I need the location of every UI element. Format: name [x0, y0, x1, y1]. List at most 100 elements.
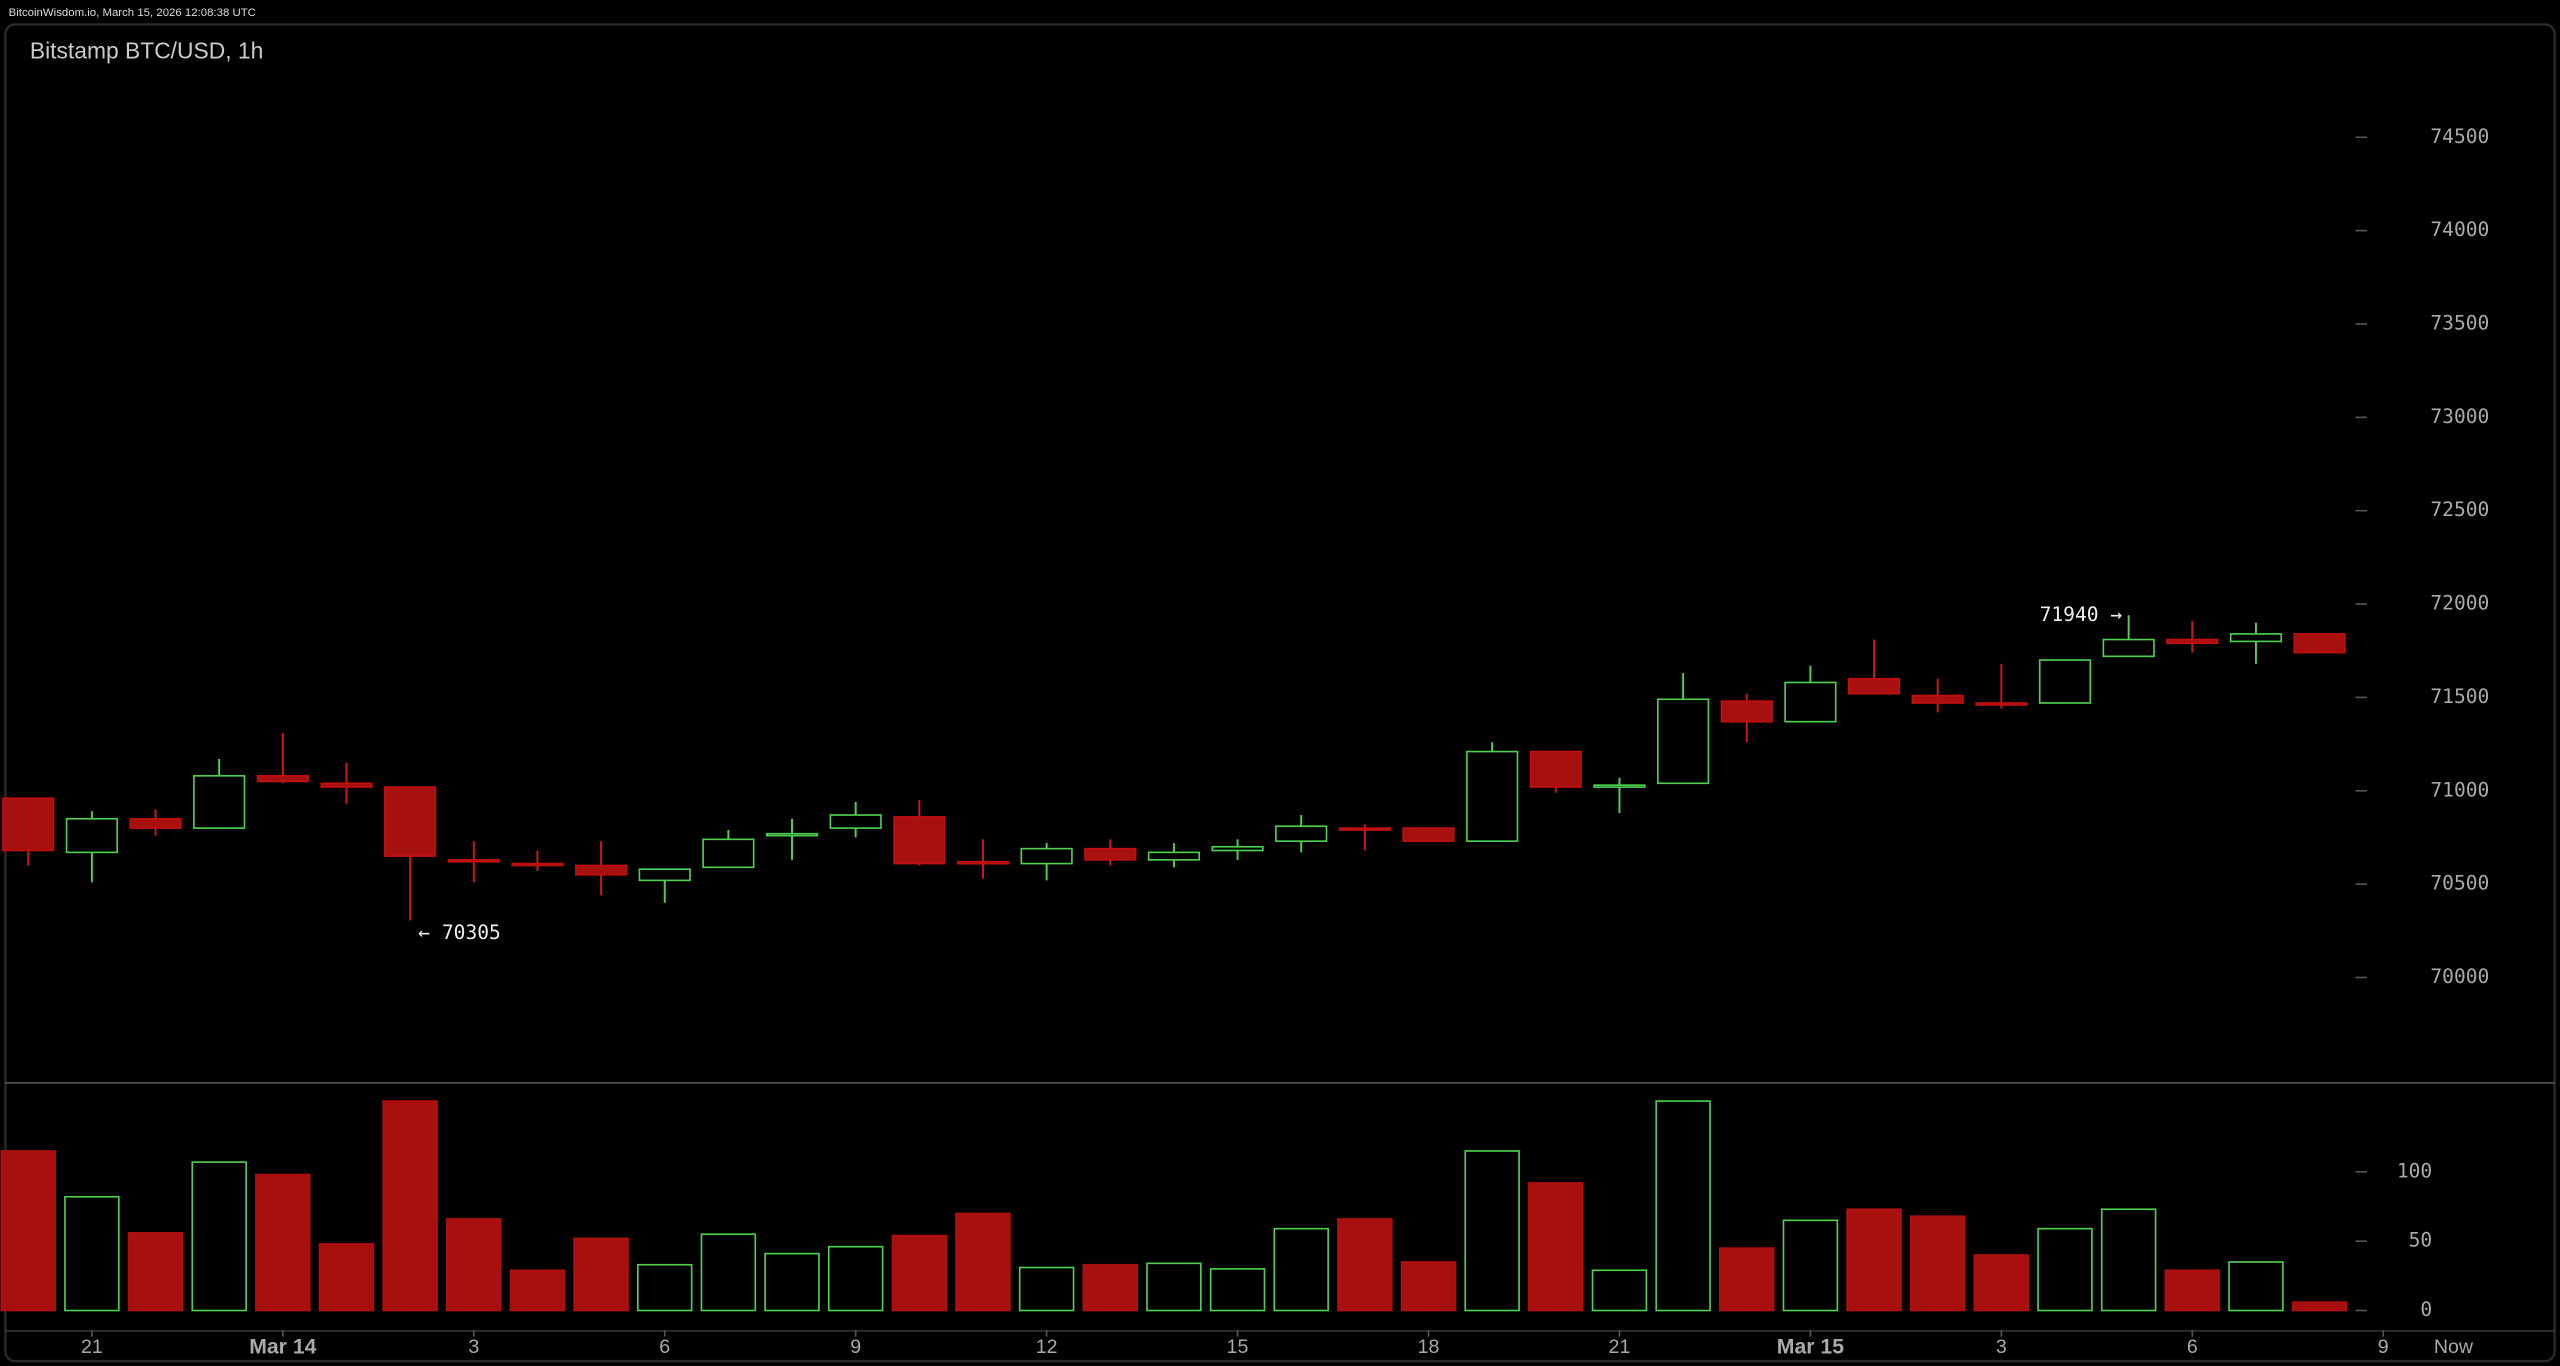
x-tick-label: 3 [1996, 1336, 2007, 1358]
header-text: BitcoinWisdom.io, March 15, 2026 12:08:3… [9, 7, 256, 19]
volume-bar [1973, 1254, 2030, 1312]
candle-body [2229, 633, 2283, 643]
volume-bar [636, 1263, 693, 1312]
x-tick-label: 21 [1609, 1336, 1631, 1358]
volume-bar [1082, 1263, 1139, 1312]
volume-bar [382, 1100, 438, 1312]
candle-body [893, 816, 946, 865]
candle-body [1084, 847, 1137, 861]
candle-body [1720, 700, 1773, 723]
candle-body [1911, 694, 1964, 704]
y-tick-label: 70500 [2430, 872, 2489, 895]
volume-bar [318, 1243, 375, 1312]
volume-bar [1909, 1215, 1966, 1312]
candle-body [447, 859, 500, 863]
y2-tick-label: 50 [2409, 1229, 2433, 1252]
candle-body [1147, 851, 1201, 861]
x-tick-label: Mar 14 [249, 1336, 316, 1359]
volume-bar [573, 1237, 629, 1312]
volume-bar [764, 1252, 820, 1312]
volume-bar [700, 1233, 757, 1312]
candle-body [1402, 827, 1455, 842]
volume-bar [1591, 1269, 1648, 1312]
candle-body [256, 775, 309, 783]
volume-bar [827, 1245, 884, 1312]
candle-body [2, 797, 55, 852]
volume-bar [2037, 1227, 2093, 1312]
candle-body [2038, 659, 2092, 704]
volume-bar [1273, 1227, 1329, 1312]
candle-body [1593, 784, 1646, 788]
candle-body [1211, 845, 1264, 852]
y-tick-label: 73000 [2430, 405, 2489, 428]
volume-bar [64, 1195, 120, 1312]
volume-bar [955, 1212, 1011, 1312]
x-tick-label: 9 [2378, 1336, 2389, 1358]
y-tick-label: 74000 [2430, 218, 2489, 241]
volume-bar [1782, 1219, 1839, 1312]
candle-body [2293, 633, 2346, 654]
volume-bar [191, 1161, 247, 1312]
frame [4, 23, 2556, 1363]
y2-tick-label: 0 [2420, 1298, 2432, 1321]
volume-bar [509, 1269, 566, 1312]
volume-bar [127, 1232, 184, 1312]
candle-body [511, 862, 564, 867]
x-tick-label: 6 [659, 1336, 670, 1358]
volume-bar [1655, 1100, 1711, 1312]
volume-bar [2100, 1208, 2157, 1312]
y-tick-label: 70000 [2430, 965, 2489, 988]
volume-bar [1146, 1262, 1202, 1312]
candle-body [574, 864, 628, 876]
x-tick-label: 18 [1418, 1336, 1440, 1358]
candle-body [65, 817, 119, 854]
volume-bar [1400, 1261, 1457, 1312]
x-tick-label: 21 [81, 1336, 103, 1358]
candle-body [1847, 677, 1901, 695]
x-tick-label: 3 [468, 1336, 479, 1358]
volume-bar [1719, 1247, 1775, 1312]
y-tick-label: 72000 [2430, 592, 2489, 615]
volume-bar [1528, 1182, 1584, 1312]
volume-bar [2164, 1269, 2221, 1312]
y-tick-label: 72500 [2430, 498, 2489, 521]
candle-body [829, 814, 882, 829]
volume-bar [446, 1218, 502, 1312]
volume-bar [891, 1234, 948, 1312]
volume-bar [1337, 1218, 1393, 1312]
volume-bar [2228, 1261, 2284, 1312]
y-tick-label: 71000 [2430, 778, 2489, 801]
candle-body [1975, 702, 2028, 706]
candle-body [1784, 681, 1837, 723]
candle-body [129, 817, 182, 829]
candle-body [956, 860, 1010, 865]
candle-body [2166, 638, 2219, 645]
y2-tick-label: 100 [2397, 1159, 2432, 1182]
volume-bar [1846, 1208, 1902, 1312]
volume-bar [1018, 1266, 1075, 1312]
candle-body [193, 775, 246, 829]
y-tick-label: 71500 [2430, 685, 2489, 708]
candle-body [1020, 847, 1073, 865]
volume-bar [2291, 1301, 2348, 1312]
candle-body [384, 786, 437, 857]
volume-bar [0, 1150, 56, 1312]
candle-body [2102, 638, 2155, 658]
candle-body [320, 782, 373, 788]
x-tick-label: 9 [850, 1336, 861, 1358]
candle-body [765, 832, 819, 837]
chart-title: Bitstamp BTC/USD, 1h [30, 37, 263, 63]
y-tick-label: 74500 [2430, 125, 2489, 148]
volume-bar [255, 1173, 311, 1312]
x-tick-label: 12 [1036, 1336, 1058, 1358]
now-label: Now [2434, 1336, 2474, 1358]
y-tick-label: 73500 [2430, 311, 2489, 334]
candle-body [702, 838, 755, 869]
annotation: ← 70305 [418, 921, 501, 944]
candle-body [1338, 827, 1391, 831]
candle-body [1656, 698, 1710, 785]
x-tick-label: Mar 15 [1777, 1336, 1844, 1359]
candle-body [638, 868, 691, 882]
